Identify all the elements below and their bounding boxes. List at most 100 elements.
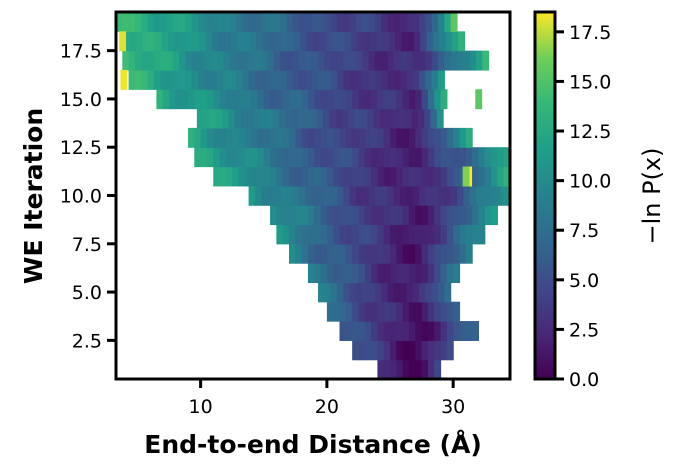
- heatmap-cell: [386, 108, 394, 129]
- heatmap-cell: [338, 31, 346, 52]
- heatmap-cell: [371, 321, 378, 341]
- heatmap-cell: [390, 340, 397, 361]
- heatmap-cell: [412, 185, 420, 206]
- heatmap-cell: [360, 108, 368, 129]
- heatmap-cell: [276, 147, 284, 168]
- heatmap-cell: [276, 205, 284, 226]
- heatmap-cell: [224, 31, 232, 52]
- heatmap-cell: [289, 224, 296, 245]
- heatmap-cell: [484, 166, 492, 187]
- heatmap-cell: [352, 166, 360, 187]
- heatmap-cell: [469, 50, 477, 71]
- heatmap-cell: [402, 89, 410, 110]
- heatmap-cell: [230, 31, 238, 52]
- heatmap-cell: [444, 50, 452, 71]
- heatmap-cell: [263, 89, 271, 110]
- heatmap-cell: [187, 127, 195, 148]
- heatmap-cell: [128, 12, 136, 32]
- heatmap-cell: [388, 31, 396, 52]
- heatmap-cell: [434, 359, 442, 379]
- heatmap-cell: [175, 89, 183, 110]
- heatmap-cell: [235, 69, 243, 90]
- heatmap-cell: [228, 108, 236, 129]
- heatmap-cell: [484, 205, 492, 226]
- heatmap-cell: [440, 224, 448, 245]
- heatmap-cell: [371, 147, 378, 168]
- heatmap-cell: [342, 108, 349, 129]
- heatmap-cell: [344, 31, 352, 52]
- heatmap-cell: [147, 12, 155, 32]
- heatmap-cell: [289, 205, 296, 226]
- heatmap-cell: [266, 108, 274, 129]
- heatmap-cell: [368, 50, 376, 71]
- heatmap-cell: [251, 147, 259, 168]
- heatmap-cell: [218, 31, 226, 52]
- heatmap-cell: [440, 127, 448, 148]
- heatmap-cell: [358, 205, 366, 226]
- heatmap-cell: [232, 89, 240, 110]
- y-axis-ticks: 2.5 5.0 7.5 10.0 12.5 15.0 17.5: [60, 41, 116, 352]
- heatmap-cell: [257, 89, 265, 110]
- heatmap-cell: [352, 321, 360, 341]
- heatmap-cell: [305, 69, 313, 90]
- heatmap-cell: [434, 243, 442, 264]
- heatmap-cell: [324, 282, 332, 303]
- heatmap-cell: [280, 69, 288, 90]
- heatmap-cell: [339, 205, 347, 226]
- heatmap-cell: [475, 50, 483, 71]
- heatmap-cell: [465, 147, 473, 168]
- heatmap-cell: [219, 127, 227, 148]
- heatmap-cell: [402, 147, 410, 168]
- heatmap-cell: [295, 205, 303, 226]
- heatmap-cell: [248, 12, 256, 32]
- heatmap-cell: [180, 31, 188, 52]
- heatmap-cell: [204, 69, 212, 90]
- heatmap-cell: [383, 147, 391, 168]
- heatmap-cell: [295, 147, 303, 168]
- heatmap-cell: [292, 12, 300, 32]
- heatmap-cell: [270, 205, 277, 226]
- heatmap-cell: [419, 185, 426, 206]
- heatmap-cell: [200, 147, 208, 168]
- heatmap-cell: [362, 185, 370, 206]
- heatmap-cell: [345, 243, 353, 264]
- heatmap-cell: [282, 89, 290, 110]
- heatmap-cell: [213, 127, 221, 148]
- heatmap-cell: [330, 12, 338, 32]
- heatmap-cell: [358, 89, 366, 110]
- heatmap-cell: [330, 69, 338, 90]
- heatmap-cell: [320, 127, 328, 148]
- heatmap-cell: [134, 69, 142, 90]
- heatmap-cell: [326, 127, 334, 148]
- heatmap-cell: [276, 127, 284, 148]
- heatmap-cell: [445, 31, 453, 52]
- heatmap-cell: [253, 108, 261, 129]
- heatmap-cell: [326, 224, 334, 245]
- heatmap-cell: [257, 127, 265, 148]
- heatmap-cell: [377, 340, 385, 361]
- heatmap-cell: [459, 224, 467, 245]
- heatmap-cell: [427, 243, 435, 264]
- heatmap-cell: [374, 50, 382, 71]
- heatmap-cell: [377, 301, 385, 322]
- heatmap-cell: [267, 185, 275, 206]
- heatmap-cell: [204, 12, 212, 32]
- heatmap-cell: [251, 127, 259, 148]
- heatmap-cell: [406, 282, 414, 303]
- heatmap-cell: [459, 243, 467, 264]
- heatmap-cell: [205, 31, 213, 52]
- heatmap-cell: [355, 282, 363, 303]
- heatmap-cell: [225, 89, 233, 110]
- heatmap-cell: [352, 243, 360, 264]
- heatmap-cell: [371, 205, 378, 226]
- x-axis-label: End-to-end Distance (Å): [144, 430, 482, 459]
- heatmap-cell: [326, 147, 334, 168]
- heatmap-cell: [314, 166, 322, 187]
- heatmap-cell: [425, 282, 433, 303]
- heatmap-cell: [368, 185, 376, 206]
- heatmap-cell: [373, 108, 381, 129]
- heatmap-cell: [219, 89, 227, 110]
- heatmap-cell: [414, 31, 421, 52]
- heatmap-cell: [434, 147, 442, 168]
